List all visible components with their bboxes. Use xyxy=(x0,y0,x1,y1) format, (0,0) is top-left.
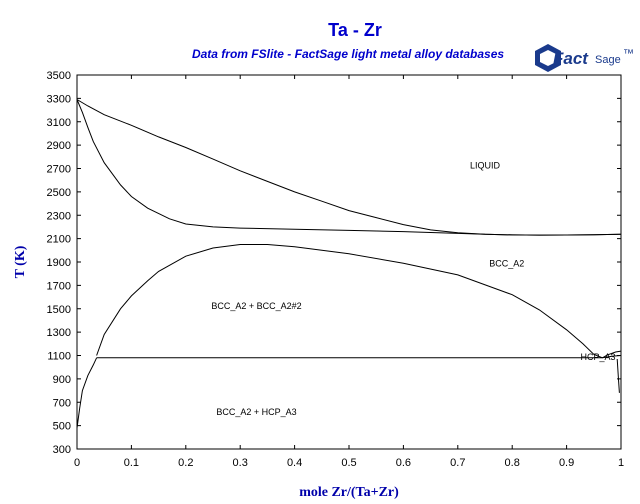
phase-boundary-3 xyxy=(96,244,603,359)
y-tick-label: 1100 xyxy=(47,351,71,363)
y-tick-label: 1500 xyxy=(47,304,71,316)
region-label: HCP_A3 xyxy=(581,352,616,362)
x-tick-label: 0.5 xyxy=(341,457,356,469)
x-tick-label: 0.3 xyxy=(233,457,248,469)
x-tick-label: 0 xyxy=(74,457,80,469)
x-tick-label: 0.4 xyxy=(287,457,302,469)
x-tick-label: 0.9 xyxy=(559,457,574,469)
y-axis-label: T (K) xyxy=(13,245,28,278)
x-tick-label: 0.1 xyxy=(124,457,139,469)
y-tick-label: 2500 xyxy=(47,187,71,199)
logo-hexagon-inner xyxy=(540,50,556,66)
phase-boundary-5 xyxy=(76,357,98,429)
phase-boundaries xyxy=(76,99,622,429)
chart-subtitle: Data from FSlite - FactSage light metal … xyxy=(192,47,504,61)
logo-trademark: ™ xyxy=(623,48,634,60)
y-tick-label: 700 xyxy=(53,397,71,409)
phase-boundary-8 xyxy=(616,358,620,393)
x-tick-label: 0.7 xyxy=(450,457,465,469)
phase-boundary-7 xyxy=(602,355,622,359)
y-tick-label: 1700 xyxy=(47,280,71,292)
x-tick-labels: 0 0.1 0.2 0.3 0.4 0.5 0.6 0.7 0.8 0.9 1 xyxy=(74,457,624,469)
phase-boundary-2 xyxy=(76,99,622,236)
y-tick-label: 1900 xyxy=(47,257,71,269)
logo-suffix: Sage xyxy=(595,54,621,66)
y-tick-label: 1300 xyxy=(47,327,71,339)
factsage-logo: Fact Sage ™ xyxy=(535,44,634,72)
y-tick-label: 300 xyxy=(53,444,71,456)
factsage-logo-mark xyxy=(535,44,561,72)
phase-boundary-6 xyxy=(602,350,622,359)
y-tick-label: 3300 xyxy=(47,93,71,105)
y-tick-labels: 300 500 700 900 1100 1300 1500 1700 1900 2100 2300… xyxy=(47,70,71,456)
chart-title: Ta - Zr xyxy=(328,20,382,40)
x-tick-label: 0.2 xyxy=(178,457,193,469)
y-tick-label: 2100 xyxy=(47,234,71,246)
region-label: BCC_A2 + HCP_A3 xyxy=(216,407,296,417)
x-tick-label: 0.8 xyxy=(505,457,520,469)
phase-boundary-1 xyxy=(76,99,622,236)
axis-ticks xyxy=(76,74,622,450)
y-tick-label: 3100 xyxy=(47,117,71,129)
logo-text: Fact xyxy=(553,49,589,68)
y-tick-label: 2700 xyxy=(47,164,71,176)
region-label: LIQUID xyxy=(470,161,501,171)
x-tick-label: 0.6 xyxy=(396,457,411,469)
region-label: BCC_A2 xyxy=(489,259,524,269)
y-tick-label: 3500 xyxy=(47,70,71,82)
y-tick-label: 2300 xyxy=(47,210,71,222)
x-axis-label: mole Zr/(Ta+Zr) xyxy=(299,485,399,500)
y-tick-label: 2900 xyxy=(47,140,71,152)
y-tick-label: 500 xyxy=(53,421,71,433)
plot-area xyxy=(76,74,622,450)
y-tick-label: 900 xyxy=(53,374,71,386)
region-label: BCC_A2 + BCC_A2#2 xyxy=(211,301,301,311)
phase-region-labels: LIQUID BCC_A2 BCC_A2 + BCC_A2#2 HCP_A3 BCC_A… xyxy=(211,161,615,418)
x-tick-label: 1 xyxy=(618,457,624,469)
